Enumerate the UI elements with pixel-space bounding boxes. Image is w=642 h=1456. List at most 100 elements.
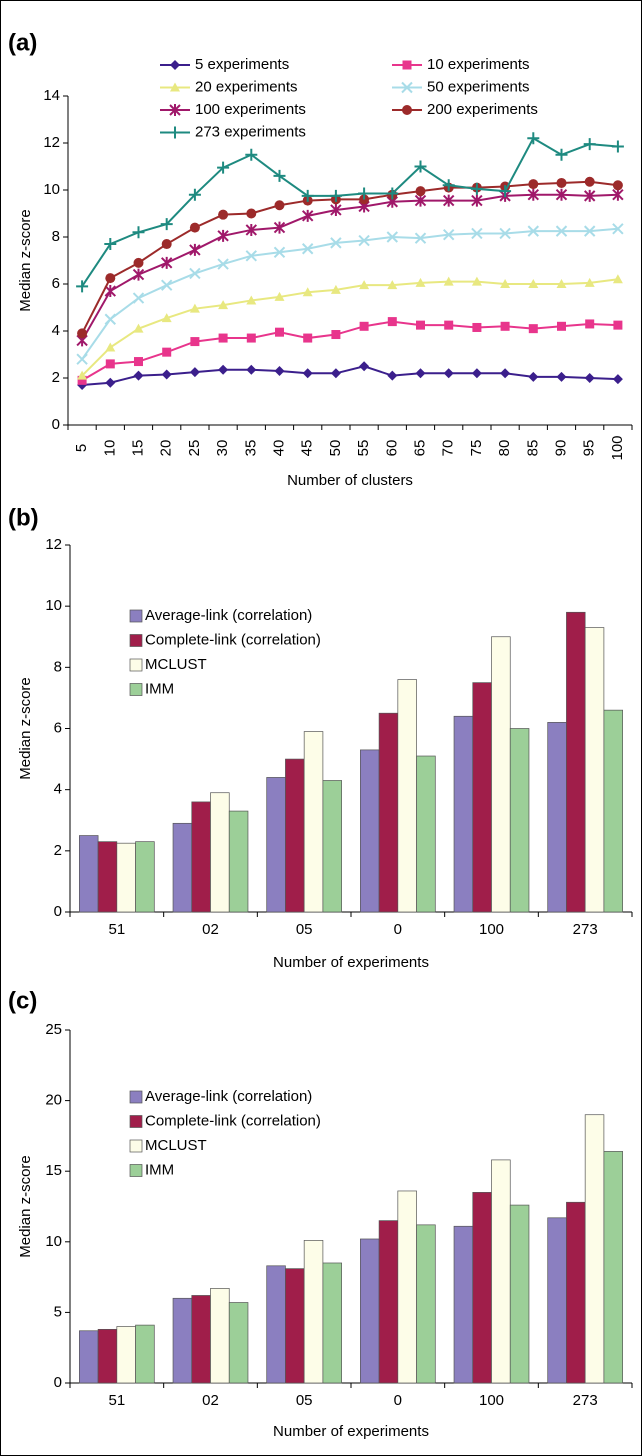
point [161, 313, 172, 323]
point [105, 342, 116, 352]
x-tick-label: 30 [214, 440, 231, 457]
point [556, 177, 567, 188]
point [217, 229, 229, 242]
legend-swatch [129, 634, 143, 647]
legend-label: Average-link (correlation) [145, 1088, 312, 1105]
bar [397, 1190, 417, 1384]
bar [360, 1238, 380, 1384]
point [160, 256, 173, 269]
point [472, 322, 482, 332]
line [81, 136, 618, 287]
bar [135, 841, 155, 913]
legend-label: IMM [145, 680, 174, 697]
point [555, 148, 568, 161]
point [528, 179, 539, 190]
panel-label: (b) [8, 504, 39, 531]
point [401, 81, 413, 94]
point [387, 370, 398, 381]
y-tick-label: 2 [52, 369, 60, 386]
series [77, 274, 623, 380]
point [528, 371, 539, 382]
x-tick-label: 65 [411, 440, 428, 457]
bar [172, 1297, 193, 1384]
point [583, 189, 596, 202]
point [190, 337, 200, 347]
point [133, 257, 144, 268]
point [499, 227, 511, 240]
bar [509, 1204, 530, 1384]
point [528, 279, 539, 288]
point [218, 209, 229, 220]
point [104, 238, 117, 251]
bar [566, 611, 586, 913]
legend-swatch [129, 1115, 143, 1128]
point [301, 209, 314, 222]
x-tick-label: 35 [242, 440, 259, 457]
point [359, 361, 370, 372]
y-tick-label: 8 [54, 658, 62, 675]
point [584, 373, 595, 383]
point [329, 189, 342, 202]
bar [303, 731, 324, 913]
bar [378, 712, 399, 913]
point [528, 324, 538, 334]
series [76, 132, 624, 293]
point [415, 368, 426, 379]
y-tick-label: 10 [43, 181, 60, 198]
legend-label: 50 experiments [427, 78, 530, 95]
point [217, 258, 229, 270]
bar [584, 627, 605, 913]
y-axis-title: Median z-score [17, 677, 34, 780]
point [273, 169, 286, 182]
x-tick-label: 273 [573, 921, 598, 938]
x-tick-label: 50 [327, 440, 344, 457]
point [443, 276, 454, 286]
point [133, 323, 144, 333]
legend-label: 273 experiments [195, 123, 306, 140]
legend-label: IMM [145, 1161, 174, 1178]
x-tick-label: 80 [496, 440, 513, 457]
point [274, 291, 285, 301]
y-tick-label: 2 [54, 842, 62, 859]
x-axis-title: Number of clusters [287, 472, 413, 489]
bar [79, 835, 99, 913]
point [330, 237, 342, 249]
bar [378, 1220, 399, 1384]
bar [210, 792, 230, 913]
point [218, 364, 229, 375]
point [161, 369, 172, 380]
bar [228, 1302, 249, 1384]
legend-swatch [129, 683, 143, 696]
bar [285, 1268, 305, 1384]
point [105, 377, 116, 388]
bar [397, 679, 417, 913]
bar [453, 1225, 474, 1384]
point [359, 321, 369, 331]
series [76, 188, 624, 347]
point [415, 186, 426, 197]
y-axis-title: Median z-score [17, 1155, 34, 1258]
point [331, 330, 341, 340]
point [76, 353, 88, 365]
point [246, 295, 257, 305]
y-tick-label: 12 [43, 134, 60, 151]
point [471, 194, 483, 207]
y-tick-label: 0 [54, 903, 62, 920]
bar [472, 1192, 492, 1384]
bar [191, 1295, 211, 1384]
point [245, 223, 258, 236]
series [77, 317, 623, 385]
y-tick-label: 6 [54, 719, 62, 736]
y-tick-label: 0 [52, 416, 60, 433]
legend-label: MCLUST [145, 656, 207, 673]
point [527, 225, 540, 237]
legend-label: 100 experiments [195, 101, 306, 118]
legend-label: MCLUST [145, 1137, 207, 1154]
point [246, 208, 257, 219]
legend-label: Complete-link (correlation) [145, 631, 321, 648]
point [499, 185, 512, 198]
legend-swatch [129, 1139, 143, 1153]
point [245, 250, 258, 262]
bar [116, 842, 136, 913]
point [303, 333, 313, 343]
